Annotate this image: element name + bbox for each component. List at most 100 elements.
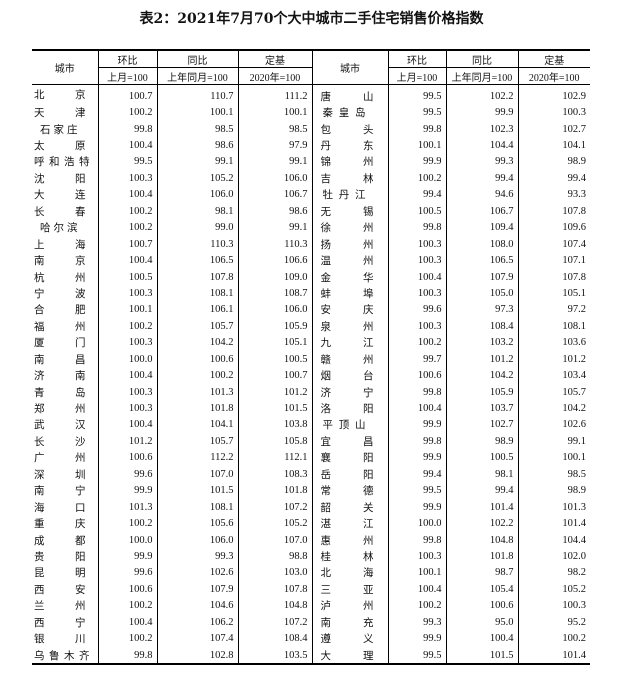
yoy-value: 98.5 bbox=[156, 120, 238, 138]
mom-value: 99.8 bbox=[387, 433, 446, 450]
table-row: 郑州 100.3 101.8 101.5 洛阳 100.4 103.7 104.2 bbox=[32, 400, 590, 417]
base-value: 107.8 bbox=[237, 581, 312, 598]
yoy-value: 110.7 bbox=[156, 84, 238, 105]
city-name: 沈阳 bbox=[34, 173, 86, 185]
mom-value: 100.7 bbox=[97, 235, 157, 253]
city-name: 秦皇岛 bbox=[311, 104, 388, 121]
base-value: 111.2 bbox=[237, 84, 312, 105]
city-name: 岳阳 bbox=[311, 466, 388, 483]
base-value: 103.8 bbox=[237, 416, 312, 434]
city-name: 平顶山 bbox=[311, 416, 388, 434]
city-name: 呼和浩特 bbox=[34, 157, 90, 169]
mom-value: 100.2 bbox=[387, 597, 446, 614]
yoy-value: 104.2 bbox=[445, 367, 518, 384]
mom-value: 100.0 bbox=[387, 515, 446, 532]
yoy-value: 99.4 bbox=[445, 482, 518, 499]
table-row: 长春 100.2 98.1 98.6 无锡 100.5 106.7 107.8 bbox=[32, 203, 590, 220]
yoy-value: 100.5 bbox=[445, 449, 518, 467]
city-name: 丹东 bbox=[311, 137, 388, 154]
yoy-value: 110.3 bbox=[156, 235, 238, 253]
base-header-left: 定基 bbox=[237, 50, 312, 68]
table-row: 海口 101.3 108.1 107.2 韶关 99.9 101.4 101.3 bbox=[32, 498, 590, 516]
base-value: 104.4 bbox=[517, 531, 590, 549]
mom-value: 100.4 bbox=[97, 186, 157, 204]
mom-value: 99.8 bbox=[387, 531, 446, 549]
mom-value: 100.3 bbox=[97, 170, 157, 187]
base-value: 101.2 bbox=[237, 383, 312, 401]
table-row: 厦门 100.3 104.2 105.1 九江 100.2 103.2 103.6 bbox=[32, 334, 590, 351]
mom-value: 99.8 bbox=[97, 120, 157, 138]
mom-value: 100.4 bbox=[387, 400, 446, 417]
yoy-value: 101.3 bbox=[156, 383, 238, 401]
city-name: 广州 bbox=[34, 453, 86, 465]
base-value: 108.1 bbox=[517, 318, 590, 335]
mom-value: 100.4 bbox=[97, 367, 157, 384]
yoy-value: 94.6 bbox=[445, 186, 518, 204]
yoy-value: 101.2 bbox=[445, 351, 518, 368]
mom-value: 100.2 bbox=[97, 203, 157, 220]
mom-value: 101.3 bbox=[97, 498, 157, 516]
city-name: 桂林 bbox=[311, 548, 388, 565]
yoy-value: 104.8 bbox=[445, 531, 518, 549]
mom-value: 100.2 bbox=[97, 597, 157, 614]
yoy-value: 105.9 bbox=[445, 383, 518, 401]
table-row: 西安 100.6 107.9 107.8 三亚 100.4 105.4 105.2 bbox=[32, 581, 590, 598]
mom-value: 100.1 bbox=[387, 137, 446, 154]
table-row: 广州 100.6 112.2 112.1 襄阳 99.9 100.5 100.1 bbox=[32, 449, 590, 467]
yoy-value: 105.0 bbox=[445, 285, 518, 302]
city-name: 长春 bbox=[34, 206, 86, 218]
city-name: 西宁 bbox=[34, 617, 86, 629]
base-value: 100.1 bbox=[517, 449, 590, 467]
yoy-base-left: 上年同月=100 bbox=[156, 67, 238, 85]
city-name: 徐州 bbox=[311, 219, 388, 236]
yoy-value: 101.5 bbox=[156, 482, 238, 499]
base-value: 98.2 bbox=[517, 564, 590, 582]
base-value: 108.4 bbox=[237, 630, 312, 647]
table-row: 银川 100.2 107.4 108.4 遵义 99.9 100.4 100.2 bbox=[32, 630, 590, 647]
base-value: 103.0 bbox=[237, 564, 312, 582]
table-row: 大连 100.4 106.0 106.7 牡丹江 99.4 94.6 93.3 bbox=[32, 186, 590, 204]
city-name: 泸州 bbox=[311, 597, 388, 614]
yoy-value: 99.1 bbox=[156, 153, 238, 171]
table-title: 表2：2021年7月70个大中城市二手住宅销售价格指数 bbox=[139, 11, 484, 27]
city-name: 襄阳 bbox=[311, 449, 388, 467]
yoy-value: 102.7 bbox=[445, 416, 518, 434]
yoy-value: 106.1 bbox=[156, 301, 238, 319]
yoy-value: 99.3 bbox=[156, 548, 238, 565]
mom-value: 100.1 bbox=[97, 301, 157, 319]
yoy-value: 100.6 bbox=[445, 597, 518, 614]
base-value: 102.9 bbox=[517, 84, 590, 105]
city-name: 烟台 bbox=[311, 367, 388, 384]
base-value: 97.2 bbox=[517, 301, 590, 319]
mom-base-left: 上月=100 bbox=[97, 67, 157, 85]
mom-header-right: 环比 bbox=[387, 50, 446, 68]
base-value: 100.7 bbox=[237, 367, 312, 384]
city-name: 长沙 bbox=[34, 436, 86, 448]
mom-value: 99.5 bbox=[387, 482, 446, 499]
mom-value: 99.5 bbox=[387, 104, 446, 121]
city-name: 济宁 bbox=[311, 383, 388, 401]
yoy-value: 104.2 bbox=[156, 334, 238, 351]
yoy-value: 102.3 bbox=[445, 120, 518, 138]
yoy-value: 108.4 bbox=[445, 318, 518, 335]
base-value: 107.8 bbox=[517, 268, 590, 286]
base-value: 101.4 bbox=[517, 646, 590, 665]
yoy-value: 101.4 bbox=[445, 498, 518, 516]
city-name: 合肥 bbox=[34, 305, 86, 317]
base-value: 106.0 bbox=[237, 170, 312, 187]
city-name: 哈尔滨 bbox=[40, 223, 78, 235]
mom-value: 100.2 bbox=[387, 170, 446, 187]
mom-value: 100.3 bbox=[97, 334, 157, 351]
mom-value: 99.9 bbox=[97, 548, 157, 565]
mom-value: 100.0 bbox=[97, 531, 157, 549]
city-name: 吉林 bbox=[311, 170, 388, 187]
table-row: 沈阳 100.3 105.2 106.0 吉林 100.2 99.4 99.4 bbox=[32, 170, 590, 187]
mom-value: 99.9 bbox=[387, 449, 446, 467]
city-name: 宜昌 bbox=[311, 433, 388, 450]
yoy-value: 105.6 bbox=[156, 515, 238, 532]
mom-value: 99.5 bbox=[387, 84, 446, 105]
table-row: 乌鲁木齐 99.8 102.8 103.5 大理 99.5 101.5 101.4 bbox=[32, 646, 590, 665]
table-row: 哈尔滨 100.2 99.0 99.1 徐州 99.8 109.4 109.6 bbox=[32, 219, 590, 236]
base-value: 104.2 bbox=[517, 400, 590, 417]
base-value: 105.9 bbox=[237, 318, 312, 335]
